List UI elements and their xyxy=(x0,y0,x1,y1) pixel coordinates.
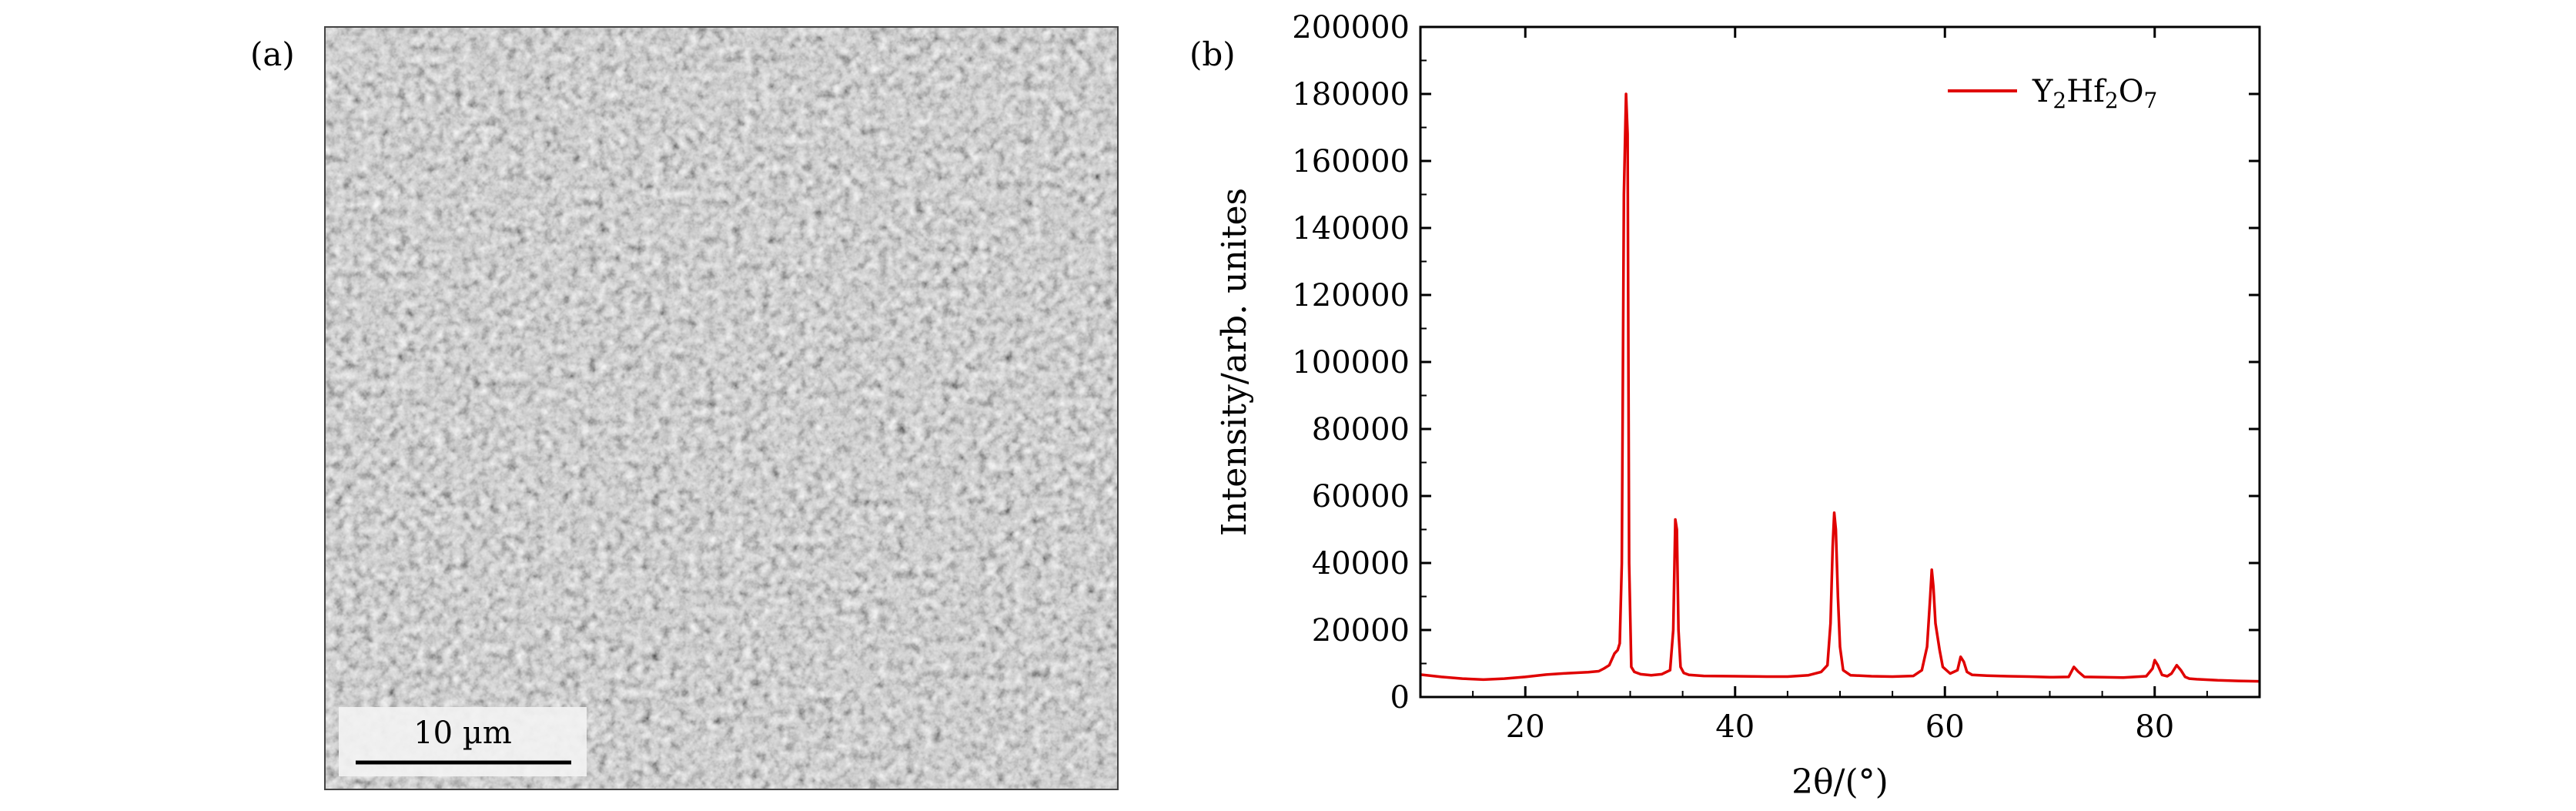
x-tick-label: 40 xyxy=(1715,709,1755,745)
series-line xyxy=(1420,92,2260,683)
panel-a: (a) 10 µm xyxy=(250,26,1119,790)
y-tick-label: 100000 xyxy=(1292,345,1410,380)
y-axis-title: Intensity/arb. unites xyxy=(1215,188,1254,536)
legend: Y2Hf2O7 xyxy=(1948,74,2157,113)
y-tick-label: 20000 xyxy=(1312,613,1410,648)
y-tick-label: 40000 xyxy=(1312,546,1410,581)
x-tick-label: 80 xyxy=(2135,709,2174,745)
y-tick-label: 200000 xyxy=(1292,10,1410,45)
y-tick-label: 80000 xyxy=(1312,412,1410,447)
y-tick-label: 60000 xyxy=(1312,479,1410,514)
scale-bar-label: 10 µm xyxy=(413,715,512,751)
y-tick-label: 160000 xyxy=(1292,144,1410,179)
x-axis-title: 2θ/(°) xyxy=(1791,762,1889,802)
legend-label: Y2Hf2O7 xyxy=(2032,74,2157,113)
panel-b-label: (b) xyxy=(1189,35,1236,73)
sem-image xyxy=(324,26,1119,790)
y-tick-label: 180000 xyxy=(1292,77,1410,112)
y-tick-label: 140000 xyxy=(1292,211,1410,246)
scale-bar: 10 µm xyxy=(339,707,587,776)
y-tick-label: 120000 xyxy=(1292,278,1410,313)
x-tick-label: 60 xyxy=(1925,709,1965,745)
x-tick-label: 20 xyxy=(1506,709,1545,745)
series-layer xyxy=(1420,92,2260,683)
plot-frame xyxy=(1419,25,2261,699)
panel-a-label: (a) xyxy=(250,35,295,73)
panel-b: (b) 20 40 60 80 0 20000 40000 60000 80000 100000 1… xyxy=(1189,10,2261,802)
y-tick-label: 0 xyxy=(1390,680,1410,715)
axes: 20 40 60 80 0 20000 40000 60000 80000 100000 12000… xyxy=(1292,10,2260,745)
